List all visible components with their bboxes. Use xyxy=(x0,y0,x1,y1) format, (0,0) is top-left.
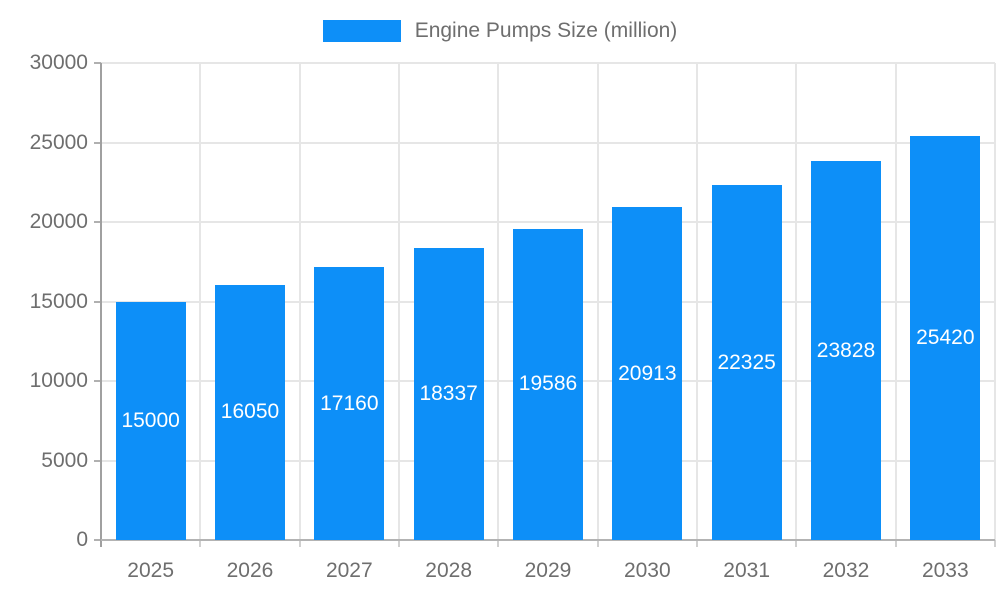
y-tick xyxy=(94,221,101,223)
bar-2027[interactable]: 17160 xyxy=(314,267,385,540)
legend-swatch xyxy=(322,20,401,42)
y-tick xyxy=(94,141,101,144)
x-axis-label: 2033 xyxy=(921,559,969,582)
bar-2031[interactable]: 22325 xyxy=(711,185,782,540)
bar-2025[interactable]: 15000 xyxy=(115,301,186,540)
x-tick xyxy=(298,540,301,547)
x-tick xyxy=(795,540,798,547)
x-axis-label: 2032 xyxy=(822,559,870,582)
gridline xyxy=(795,63,798,540)
gridline xyxy=(398,63,400,540)
bar-value-label: 16050 xyxy=(220,400,280,424)
bar-value-label: 15000 xyxy=(121,408,180,432)
y-axis-label: 25000 xyxy=(29,130,88,154)
y-tick xyxy=(94,539,101,541)
gridline xyxy=(298,63,301,540)
gridline xyxy=(199,63,202,540)
x-tick xyxy=(199,540,202,547)
gridline xyxy=(101,221,995,223)
y-axis-line xyxy=(100,63,102,540)
x-tick xyxy=(596,540,599,547)
bar-2029[interactable]: 19586 xyxy=(513,228,583,540)
x-tick xyxy=(497,540,500,547)
bar-2028[interactable]: 18337 xyxy=(413,248,484,540)
bar-value-label: 17160 xyxy=(320,391,379,415)
bar-2033[interactable]: 25420 xyxy=(910,135,981,540)
y-tick xyxy=(94,300,101,303)
legend-label: Engine Pumps Size (million) xyxy=(414,19,678,42)
y-axis-label: 5000 xyxy=(41,448,88,472)
bar-2026[interactable]: 16050 xyxy=(215,284,285,540)
gridline xyxy=(596,63,599,540)
x-axis-label: 2029 xyxy=(524,559,572,582)
x-axis-label: 2031 xyxy=(723,559,771,582)
chart-legend[interactable]: Engine Pumps Size (million) xyxy=(0,18,1000,44)
gridline xyxy=(497,63,500,540)
bar-2032[interactable]: 23828 xyxy=(811,161,881,540)
x-axis-label: 2030 xyxy=(623,559,671,582)
bar-2030[interactable]: 20913 xyxy=(612,207,683,540)
gridline xyxy=(894,63,897,540)
y-tick xyxy=(94,62,101,64)
bar-value-label: 25420 xyxy=(916,325,975,349)
bar-value-label: 19586 xyxy=(518,372,578,396)
y-tick xyxy=(94,459,101,462)
x-tick xyxy=(894,540,897,547)
x-axis-label: 2026 xyxy=(226,559,274,582)
y-axis-label: 15000 xyxy=(29,289,88,313)
x-tick xyxy=(994,540,996,547)
y-axis-label: 20000 xyxy=(29,210,88,233)
gridline xyxy=(101,141,995,144)
y-tick xyxy=(94,380,101,382)
x-tick xyxy=(398,540,400,547)
gridline xyxy=(696,63,698,540)
x-axis-label: 2025 xyxy=(127,559,175,582)
x-axis-line xyxy=(101,539,995,541)
y-axis-label: 10000 xyxy=(29,369,88,392)
x-tick xyxy=(696,540,698,547)
x-axis-label: 2028 xyxy=(425,559,473,582)
gridline xyxy=(994,63,996,540)
x-axis-label: 2027 xyxy=(325,559,373,582)
y-axis-label: 30000 xyxy=(29,51,88,74)
bar-value-label: 18337 xyxy=(419,382,478,406)
bar-value-label: 23828 xyxy=(816,338,876,362)
bar-value-label: 20913 xyxy=(618,361,677,385)
y-axis-label: 0 xyxy=(76,528,88,551)
bar-value-label: 22325 xyxy=(717,350,776,374)
x-tick xyxy=(100,540,102,547)
gridline xyxy=(101,62,995,64)
